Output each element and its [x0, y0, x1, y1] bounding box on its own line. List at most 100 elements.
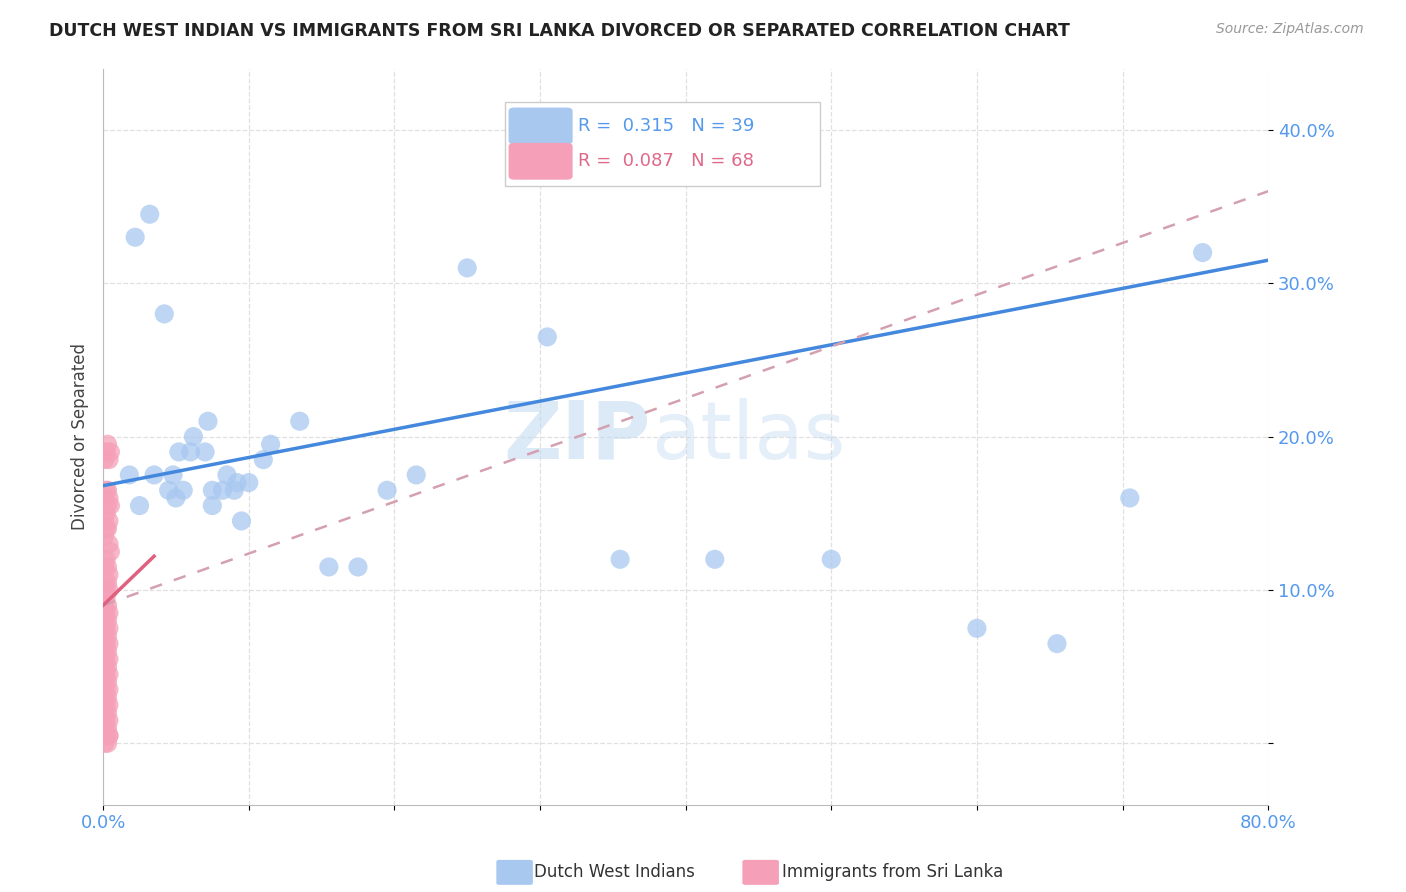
Point [93, 575, 115, 590]
Point [94, 714, 117, 728]
Point [97, 606, 120, 620]
Point [97, 714, 120, 728]
Point [347, 560, 370, 574]
Point [96, 599, 118, 613]
Text: Source: ZipAtlas.com: Source: ZipAtlas.com [1216, 22, 1364, 37]
Point [536, 330, 558, 344]
Point [93, 736, 115, 750]
Point [405, 467, 427, 482]
Point [288, 414, 311, 428]
Point [97, 667, 120, 681]
Point [157, 483, 180, 498]
Point [259, 437, 281, 451]
Point [93, 629, 115, 643]
Point [100, 445, 122, 459]
Point [93, 706, 115, 720]
Point [93, 452, 115, 467]
Point [226, 475, 249, 490]
Point [966, 621, 988, 635]
FancyBboxPatch shape [509, 143, 572, 179]
Point [94, 637, 117, 651]
Point [94, 652, 117, 666]
Point [94, 582, 117, 597]
Point [94, 591, 117, 605]
Point [93, 690, 115, 705]
Point [172, 483, 194, 498]
Point [93, 675, 115, 690]
Point [93, 529, 115, 543]
Point [96, 614, 118, 628]
Point [96, 644, 118, 658]
Point [1119, 491, 1142, 505]
Point [97, 621, 120, 635]
Point [375, 483, 398, 498]
Point [94, 667, 117, 681]
Point [97, 652, 120, 666]
Point [215, 467, 238, 482]
Point [94, 506, 117, 520]
Point [94, 522, 117, 536]
Point [97, 637, 120, 651]
Point [97, 729, 120, 743]
Point [93, 721, 115, 735]
Point [93, 514, 115, 528]
Point [96, 499, 118, 513]
Point [93, 614, 115, 628]
Point [143, 467, 166, 482]
Point [100, 544, 122, 558]
Text: atlas: atlas [651, 398, 845, 475]
Point [97, 729, 120, 743]
Point [153, 307, 176, 321]
FancyBboxPatch shape [509, 108, 572, 145]
Point [96, 437, 118, 451]
Point [94, 682, 117, 697]
Point [94, 445, 117, 459]
Point [97, 452, 120, 467]
Point [211, 483, 233, 498]
Point [93, 560, 115, 574]
Point [93, 644, 115, 658]
Point [609, 552, 631, 566]
Point [94, 729, 117, 743]
Point [96, 706, 118, 720]
Point [96, 659, 118, 673]
Point [201, 483, 224, 498]
Text: Dutch West Indians: Dutch West Indians [534, 863, 695, 881]
Text: DUTCH WEST INDIAN VS IMMIGRANTS FROM SRI LANKA DIVORCED OR SEPARATED CORRELATION: DUTCH WEST INDIAN VS IMMIGRANTS FROM SRI… [49, 22, 1070, 40]
Point [224, 483, 246, 498]
Point [94, 606, 117, 620]
Point [183, 429, 205, 443]
Point [238, 475, 260, 490]
Point [97, 682, 120, 697]
Point [97, 514, 120, 528]
Text: ZIP: ZIP [503, 398, 651, 475]
Point [128, 499, 150, 513]
Point [93, 659, 115, 673]
Point [179, 445, 201, 459]
Point [96, 575, 118, 590]
Point [93, 614, 115, 628]
Point [194, 445, 217, 459]
Point [94, 621, 117, 635]
Point [94, 698, 117, 712]
Point [94, 483, 117, 498]
Text: R =  0.315   N = 39: R = 0.315 N = 39 [578, 117, 755, 135]
Point [97, 582, 120, 597]
Point [96, 721, 118, 735]
Point [93, 491, 115, 505]
Point [124, 230, 146, 244]
Point [97, 698, 120, 712]
Point [93, 599, 115, 613]
FancyBboxPatch shape [505, 102, 820, 186]
Point [96, 736, 118, 750]
Point [96, 560, 118, 574]
Point [252, 452, 274, 467]
Text: Immigrants from Sri Lanka: Immigrants from Sri Lanka [782, 863, 1002, 881]
Text: R =  0.087   N = 68: R = 0.087 N = 68 [578, 153, 755, 170]
Point [456, 260, 478, 275]
Point [97, 537, 120, 551]
Point [97, 491, 120, 505]
Point [138, 207, 160, 221]
Point [96, 522, 118, 536]
Point [197, 414, 219, 428]
